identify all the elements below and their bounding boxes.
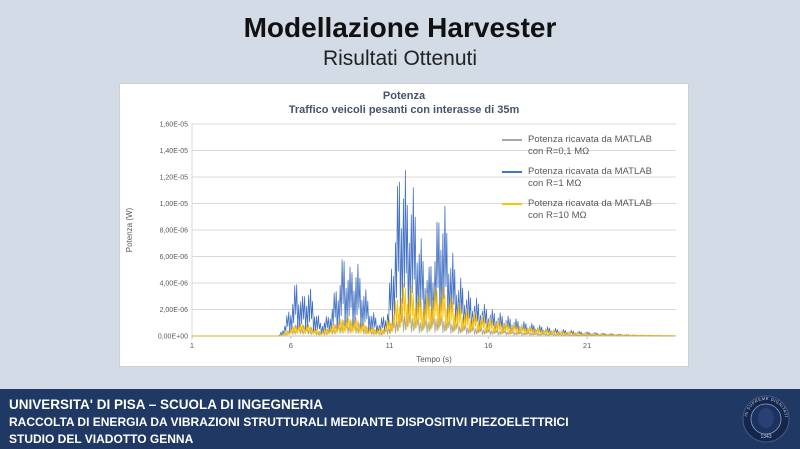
x-tick-label: 6: [289, 341, 293, 350]
legend-label: Potenza ricavata da MATLAB con R=10 MΩ: [528, 198, 652, 221]
footer-university-line: UNIVERSITA' DI PISA – SCUOLA DI INGEGNER…: [9, 397, 323, 412]
unipi-seal-logo: IN SUPREME DIGNITATIS 1343: [742, 395, 790, 443]
series-line: [192, 283, 676, 337]
power-chart-panel: Potenza Traffico veicoli pesanti con int…: [119, 83, 689, 367]
y-tick-label: 1,60E-05: [160, 122, 189, 129]
y-tick-label: 1,40E-05: [160, 148, 189, 155]
legend-line-sample: [502, 171, 522, 173]
y-tick-label: 1,00E-05: [160, 201, 189, 208]
legend-entry: Potenza ricavata da MATLAB con R=0,1 MΩ: [502, 134, 674, 158]
legend-entry: Potenza ricavata da MATLAB con R=10 MΩ: [502, 198, 674, 222]
y-tick-label: 6,00E-06: [160, 254, 189, 261]
seal-year-text: 1343: [760, 434, 771, 440]
chart-title: Potenza: [382, 90, 426, 102]
y-tick-label: 4,00E-06: [160, 281, 189, 288]
x-tick-label: 1: [190, 341, 194, 350]
footer-thesis-title-line: RACCOLTA DI ENERGIA DA VIBRAZIONI STRUTT…: [9, 415, 569, 429]
chart-subtitle: Traffico veicoli pesanti con interasse d…: [288, 104, 520, 116]
y-tick-label: 0,00E+00: [158, 334, 188, 341]
slide-subtitle: Risultati Ottenuti: [322, 47, 478, 70]
chart-legend: Potenza ricavata da MATLAB con R=0,1 MΩ Po…: [502, 134, 674, 230]
power-chart-svg: 0,00E+00 2,00E-06 4,00E-06 6,00E-06 8,00E-06…: [125, 122, 676, 364]
legend-label: Potenza ricavata da MATLAB con R=1 MΩ: [528, 166, 652, 189]
x-axis-title: Tempo (s): [416, 355, 452, 364]
x-tick-label: 16: [484, 341, 492, 350]
chart-titles: Potenza Traffico veicoli pesanti con int…: [120, 84, 688, 117]
y-tick-label: 8,00E-06: [160, 228, 189, 235]
y-tick-label: 2,00E-06: [160, 307, 189, 314]
legend-label: Potenza ricavata da MATLAB con R=0,1 MΩ: [528, 134, 652, 157]
slide-title: Modellazione Harvester: [243, 12, 557, 43]
legend-entry: Potenza ricavata da MATLAB con R=1 MΩ: [502, 166, 674, 190]
y-axis-title: Potenza (W): [125, 207, 134, 252]
legend-line-sample: [502, 203, 522, 205]
footer-bar: UNIVERSITA' DI PISA – SCUOLA DI INGEGNER…: [0, 389, 800, 449]
x-tick-label: 21: [583, 341, 591, 350]
footer-study-line: STUDIO DEL VIADOTTO GENNA: [9, 432, 194, 446]
seal-emblem: [758, 408, 774, 428]
legend-line-sample: [502, 139, 522, 141]
x-tick-label: 11: [386, 341, 394, 350]
y-tick-label: 1,20E-05: [160, 175, 189, 182]
